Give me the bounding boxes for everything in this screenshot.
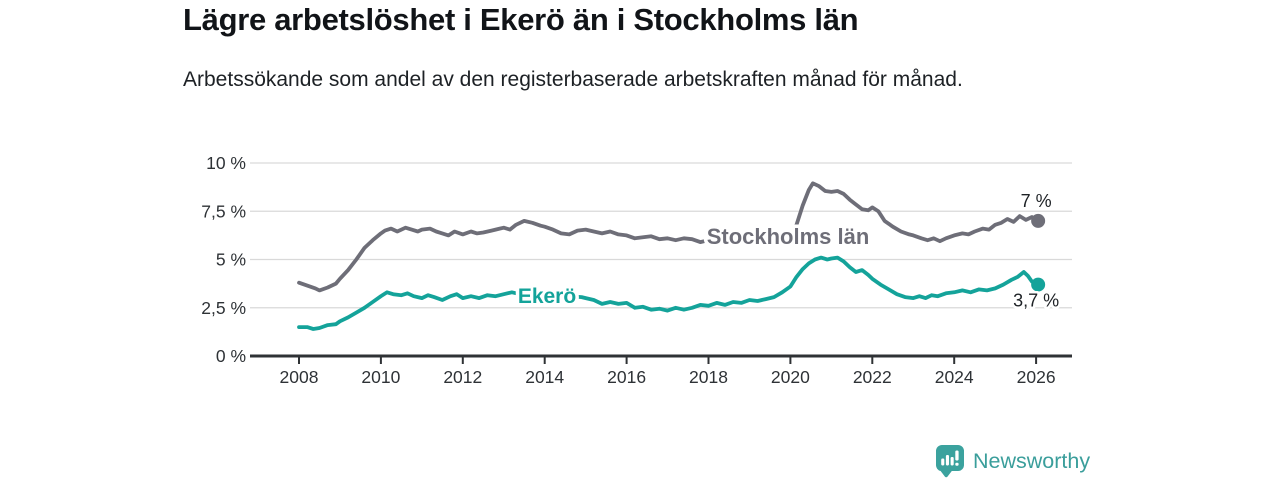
y-tick-label: 7,5 % — [201, 201, 246, 221]
series-end-dot — [1031, 213, 1046, 228]
series-end-value: 7 % — [1021, 191, 1052, 211]
series-annotations: Stockholms län 7 % Ekerö 3,7 % — [514, 188, 1061, 313]
y-tick-label: 2,5 % — [201, 298, 246, 318]
x-axis — [250, 354, 1072, 364]
series-label: Stockholms län — [707, 224, 870, 249]
series-end-value: 3,7 % — [1013, 291, 1059, 311]
series-label: Ekerö — [518, 285, 576, 308]
data-series — [297, 181, 1046, 331]
bar-chart-pin-icon — [936, 444, 964, 477]
x-tick-label: 2014 — [525, 367, 564, 387]
x-tick-label: 2024 — [935, 367, 974, 387]
y-axis-labels: 0 % 2,5 % 5 % 7,5 % 10 % — [201, 153, 246, 366]
brand-name: Newsworthy — [973, 449, 1091, 473]
y-tick-label: 5 % — [216, 250, 246, 270]
series-line-stockholms-län — [297, 181, 1040, 293]
x-tick-label: 2022 — [853, 367, 892, 387]
series-line-ekerö — [297, 255, 1040, 331]
x-tick-label: 2008 — [280, 367, 319, 387]
x-tick-label: 2018 — [689, 367, 728, 387]
y-tick-label: 10 % — [206, 153, 246, 173]
x-tick-label: 2012 — [443, 367, 482, 387]
x-tick-label: 2026 — [1017, 367, 1056, 387]
page-subtitle: Arbetssökande som andel av den registerb… — [183, 68, 963, 91]
newsworthy-logo[interactable]: Newsworthy — [936, 443, 1090, 480]
series-end-dot — [1031, 277, 1046, 292]
y-tick-label: 0 % — [216, 346, 246, 366]
x-tick-label: 2020 — [771, 367, 810, 387]
x-tick-label: 2016 — [607, 367, 646, 387]
page-title: Lägre arbetslöshet i Ekerö än i Stockhol… — [183, 2, 859, 37]
x-tick-label: 2010 — [361, 367, 400, 387]
x-axis-labels: 2008 2010 2012 2014 2016 2018 2020 2022 2024 2026 — [280, 367, 1056, 387]
